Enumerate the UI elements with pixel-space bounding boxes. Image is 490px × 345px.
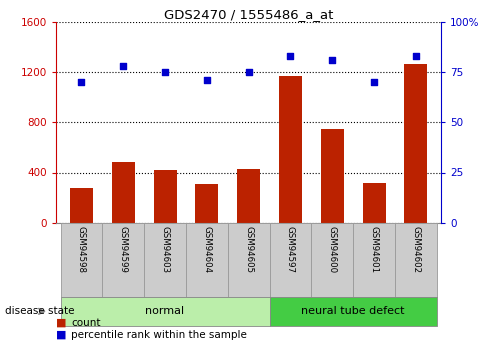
Point	[120, 64, 127, 69]
Bar	[61, 223, 102, 297]
Bar	[395, 223, 437, 297]
Point	[370, 80, 378, 85]
Bar	[186, 223, 228, 297]
Point	[328, 58, 336, 63]
Bar	[112, 162, 135, 223]
Point	[203, 78, 211, 83]
Bar	[270, 297, 437, 326]
Text: GSM94597: GSM94597	[286, 226, 295, 273]
Text: ■: ■	[56, 318, 67, 327]
Text: GSM94605: GSM94605	[244, 226, 253, 273]
Text: GSM94600: GSM94600	[328, 226, 337, 273]
Text: GSM94604: GSM94604	[202, 226, 211, 273]
Point	[245, 70, 253, 75]
Bar	[404, 64, 427, 223]
Text: count: count	[71, 318, 100, 327]
Bar	[102, 223, 144, 297]
Bar	[270, 223, 311, 297]
Text: GSM94598: GSM94598	[77, 226, 86, 273]
Bar	[353, 223, 395, 297]
Bar	[363, 183, 386, 223]
Text: GSM94599: GSM94599	[119, 226, 128, 273]
Bar	[228, 223, 270, 297]
Bar	[196, 184, 219, 223]
Text: neural tube defect: neural tube defect	[301, 306, 405, 316]
Bar	[61, 297, 270, 326]
Bar	[311, 223, 353, 297]
Point	[161, 70, 169, 75]
Text: GSM94603: GSM94603	[161, 226, 170, 273]
Bar	[321, 129, 344, 223]
Bar	[237, 169, 260, 223]
Text: ■: ■	[56, 330, 67, 339]
Bar	[70, 188, 93, 223]
Text: disease state: disease state	[5, 306, 74, 316]
Bar	[153, 170, 176, 223]
Title: GDS2470 / 1555486_a_at: GDS2470 / 1555486_a_at	[164, 8, 333, 21]
Point	[287, 54, 294, 59]
Text: GSM94602: GSM94602	[412, 226, 420, 273]
Point	[77, 80, 85, 85]
Point	[412, 54, 420, 59]
Bar	[144, 223, 186, 297]
Text: percentile rank within the sample: percentile rank within the sample	[71, 330, 247, 339]
Bar	[279, 76, 302, 223]
Text: normal: normal	[146, 306, 185, 316]
Text: GSM94601: GSM94601	[369, 226, 379, 273]
